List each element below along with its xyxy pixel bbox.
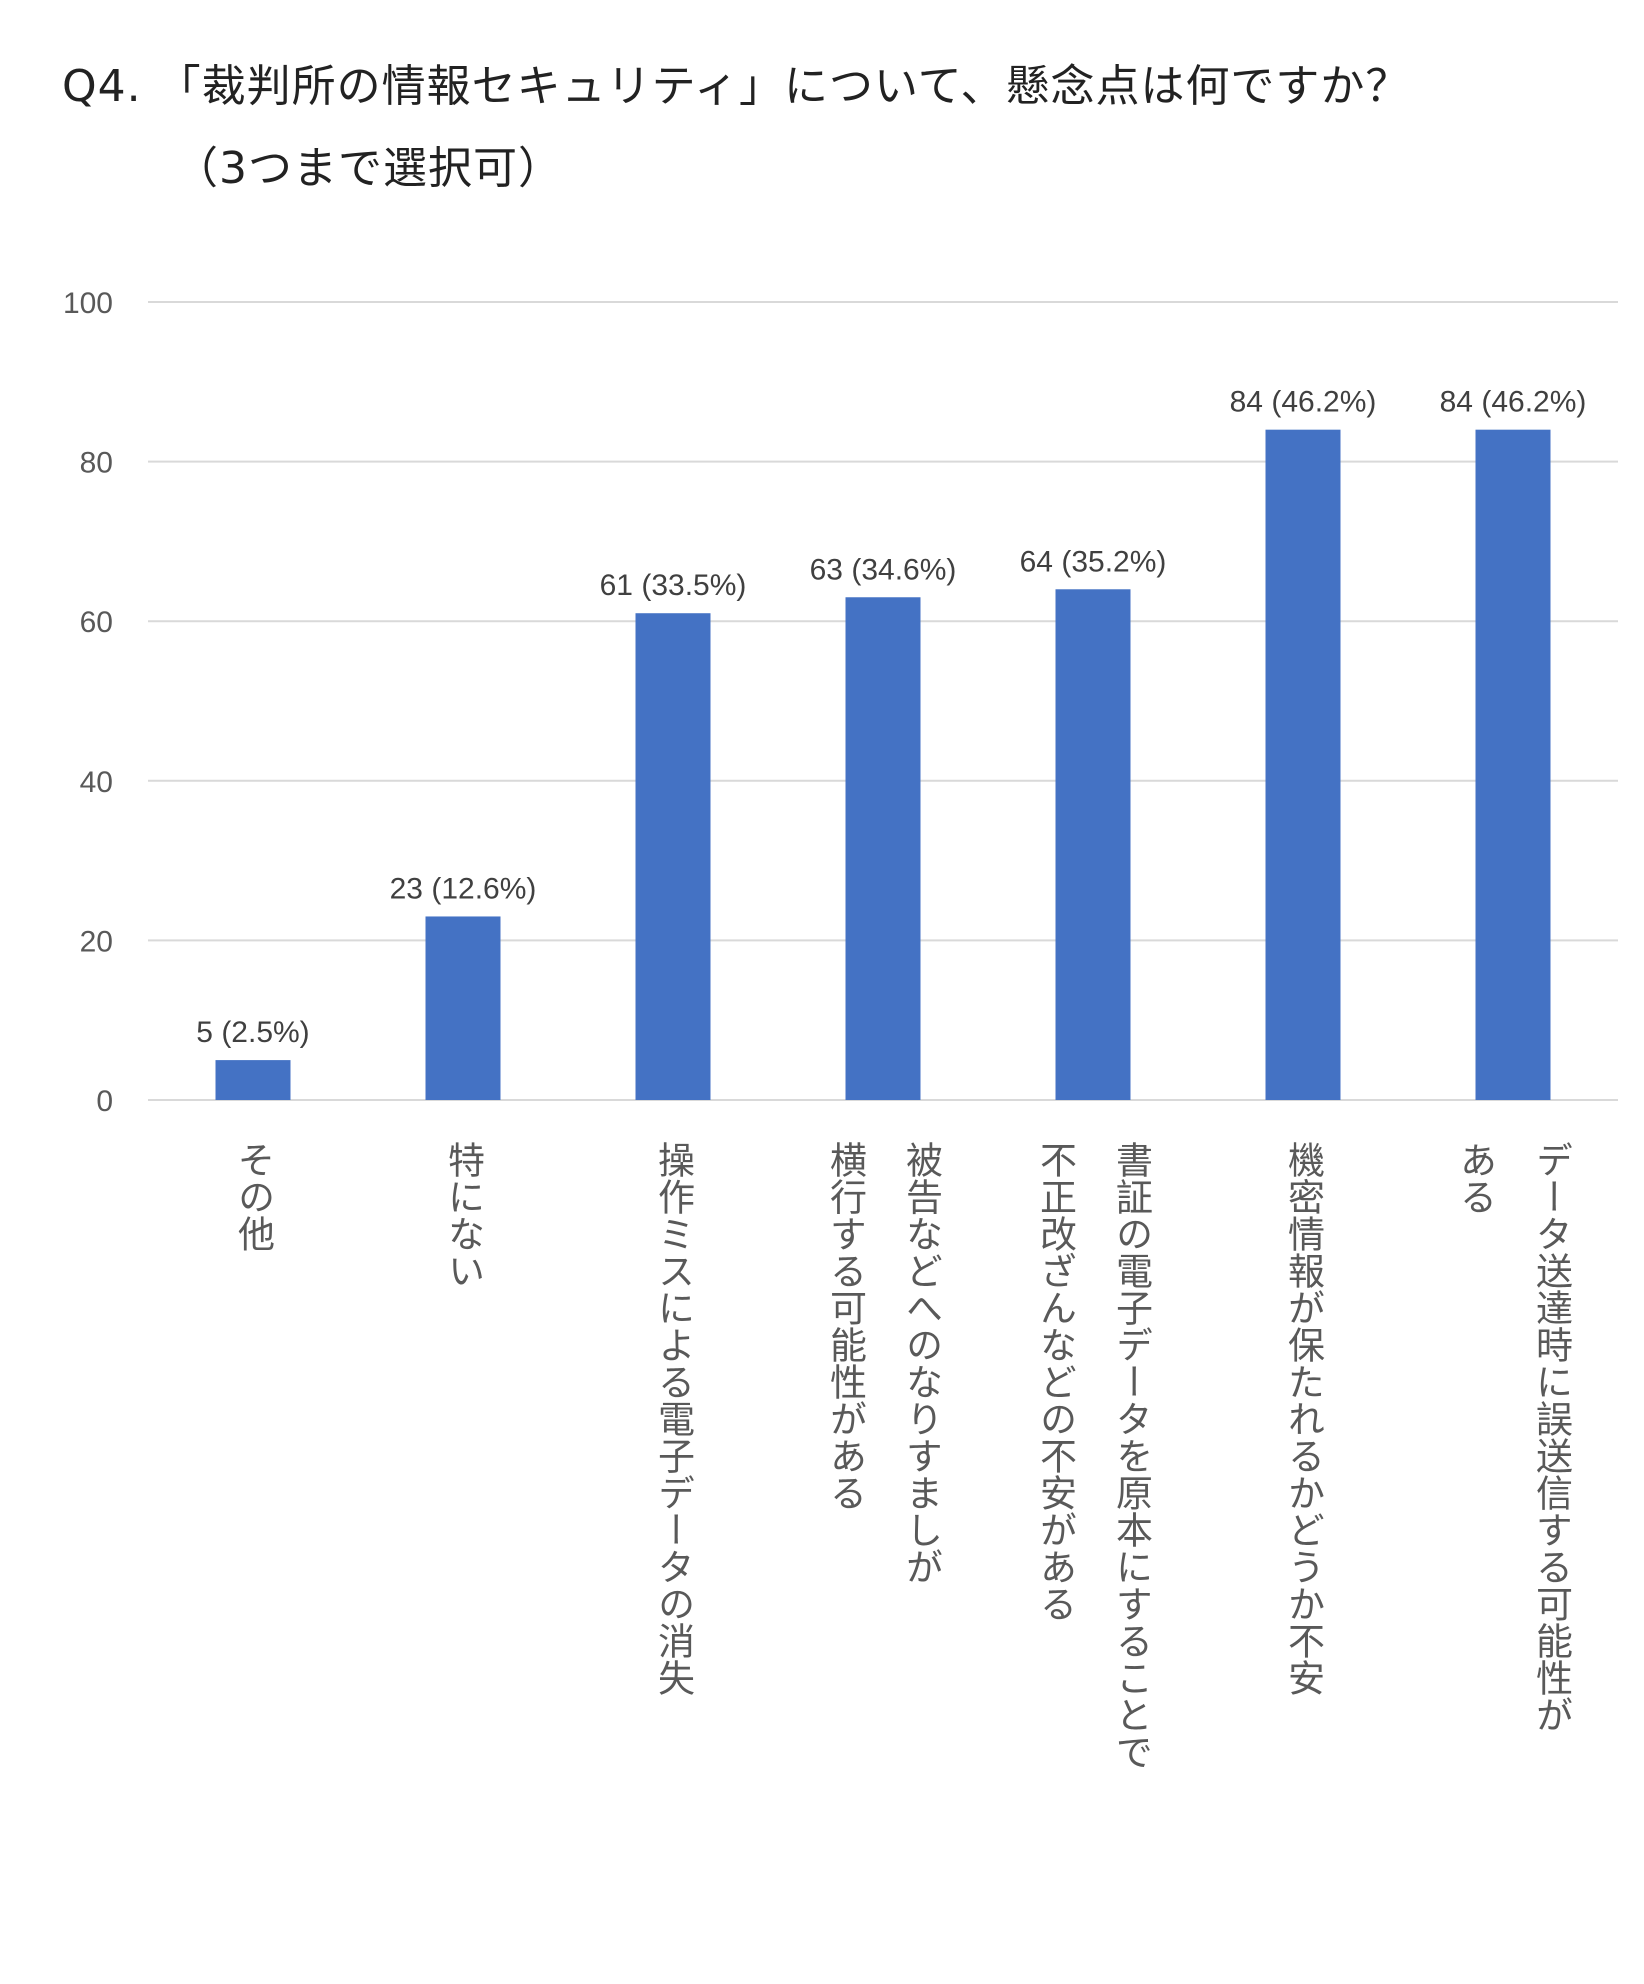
x-category-label: 機密情報が保たれるかどうか不安: [1282, 1141, 1326, 1696]
data-label: 64 (35.2%): [1020, 545, 1167, 578]
data-label: 5 (2.5%): [196, 1016, 309, 1049]
y-tick-label: 40: [80, 766, 113, 799]
data-label: 63 (34.6%): [810, 553, 957, 586]
bar: [215, 1060, 291, 1100]
bar: [635, 613, 711, 1100]
x-category-label: 操作ミスによる電子データの消失: [652, 1141, 695, 1696]
y-tick-label: 60: [80, 606, 113, 639]
bar: [425, 916, 501, 1100]
x-category-label: 書証の電子データを原本にすることで: [1110, 1141, 1153, 1770]
chart-title-block: Q4. 「裁判所の情報セキュリティ」について、懸念点は何ですか？ （3つまで選択…: [62, 50, 1410, 196]
x-axis-categories: その他 特にない 操作ミスによる電子データの消失 被告などへのなりすましが横行する可能…: [232, 1141, 1574, 1770]
x-category-label: 被告などへのなりすましが: [900, 1141, 943, 1585]
y-tick-label: 80: [80, 447, 113, 480]
data-label: 23 (12.6%): [390, 872, 537, 905]
chart-subtitle: （3つまで選択可）: [174, 143, 563, 194]
bar: [1055, 589, 1131, 1100]
x-category-label: 特にない: [442, 1141, 485, 1289]
y-axis: 0 20 40 60 80 100: [63, 287, 113, 1118]
bar: [1475, 429, 1551, 1100]
x-category-label: 横行する可能性がある: [824, 1141, 868, 1511]
data-labels: 5 (2.5%) 23 (12.6%) 61 (33.5%) 63 (34.6%) 64…: [196, 386, 1586, 1049]
x-category-label: 不正改ざんなどの不安がある: [1034, 1141, 1077, 1622]
bar: [845, 597, 921, 1100]
y-tick-label: 20: [80, 925, 113, 958]
data-label: 84 (46.2%): [1230, 386, 1377, 419]
chart-title: Q4. 「裁判所の情報セキュリティ」について、懸念点は何ですか？: [62, 61, 1411, 112]
data-label: 61 (33.5%): [600, 569, 747, 602]
x-category-label: その他: [232, 1141, 276, 1252]
y-tick-label: 100: [63, 287, 113, 320]
y-tick-label: 0: [96, 1085, 113, 1118]
data-label: 84 (46.2%): [1440, 386, 1587, 419]
x-category-label: ある: [1454, 1141, 1497, 1215]
bar: [1265, 429, 1341, 1100]
bars: [215, 429, 1551, 1100]
x-category-label: データ送達時に誤送信する可能性が: [1530, 1141, 1574, 1733]
